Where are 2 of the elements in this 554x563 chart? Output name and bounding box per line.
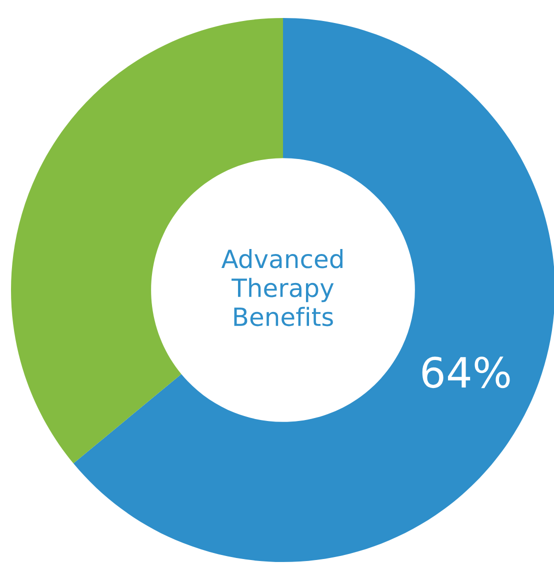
- data-label: 64%: [422, 356, 510, 388]
- text: Advanced Therapy Benefits: [221, 248, 342, 326]
